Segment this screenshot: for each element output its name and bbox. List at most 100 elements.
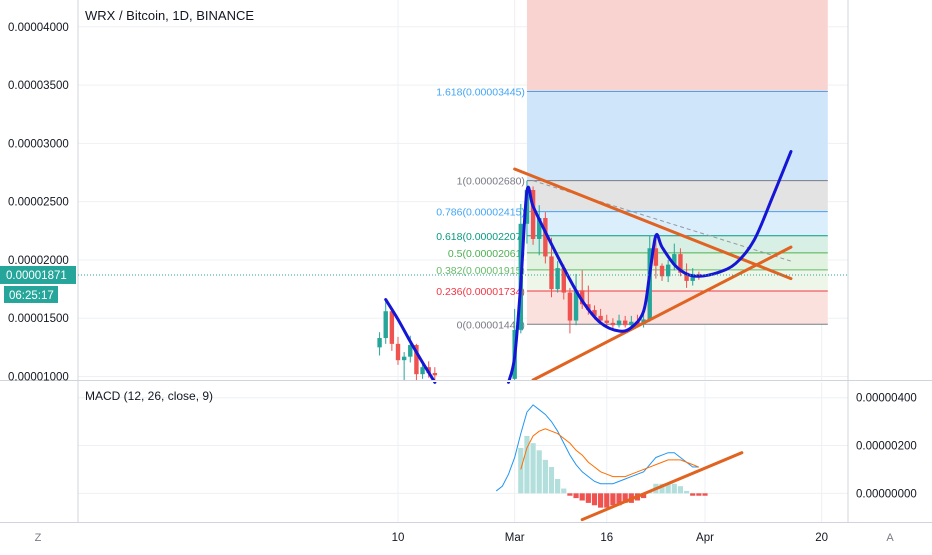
macd-histogram-bar [579,493,585,501]
price-tick-label: 0.00003500 [8,80,69,92]
candle-body [408,345,413,357]
macd-histogram-bar [567,493,573,496]
fib-level-label: 0.618(0.00002207) [436,231,525,243]
candle-body [377,338,382,348]
cup-handle-curve [507,150,793,384]
candle-body [401,356,407,361]
macd-histogram-bar [665,483,671,494]
candle-body [592,310,597,316]
candle-body [598,315,603,321]
price-tick-label: 0.00002000 [8,255,69,267]
macd-tick-label: 0.00000000 [856,488,917,500]
candle-body [665,264,671,277]
fib-level-label: 1(0.00002680) [457,176,525,188]
macd-histogram-bar [641,493,647,499]
macd-histogram-bar [610,493,616,506]
macd-tick-label: 0.00000200 [856,441,917,453]
macd-histogram-bar [518,447,524,494]
fib-level-label: 0.382(0.00001915) [436,265,525,277]
macd-histogram-bar [616,493,622,506]
candle-body [414,345,419,375]
macd-histogram-bar [548,467,555,494]
candle-body [530,190,536,239]
candle-body [629,321,634,326]
macd-histogram-bar [530,443,536,494]
time-tick-label: 20 [815,532,828,544]
trendline [531,245,793,382]
fib-level-label: 0.236(0.00001734) [436,286,525,298]
candle-body [549,256,554,290]
candle-body [420,367,425,375]
macd-histogram-bar [573,493,579,499]
fib-zone [526,211,828,236]
candle-body [696,273,702,276]
candle-body [543,217,548,257]
last-price-tag [0,265,76,284]
fib-level-label: 0.786(0.00002415) [436,207,525,219]
price-tick-label: 0.00001000 [8,372,69,384]
macd-tick-label: 0.00000400 [856,393,917,405]
macd-line [495,404,699,492]
macd-signal-line [520,428,700,478]
time-tick-label: 16 [600,532,613,544]
candle-body [672,254,677,265]
candle-body [561,268,566,293]
price-tick-label: 0.00002500 [8,197,69,209]
candle-body [389,311,395,344]
last-price-value: 0.00001871 [6,270,67,282]
fib-zone [526,0,828,92]
candle-body [573,290,579,321]
macd-histogram-bar [683,490,690,494]
macd-histogram-bar [659,483,665,494]
macd-histogram-bar [536,450,542,494]
candle-body [616,320,622,326]
chart-title: WRX / Bitcoin, 1D, BINANCE [85,8,254,23]
macd-histogram-bar [702,493,708,496]
time-tick-label: 10 [392,532,405,544]
scale-toggle-left[interactable]: Z [35,532,42,544]
candle-body [383,311,388,339]
countdown-tag [4,285,58,303]
candle-body [610,322,616,326]
macd-trendline [580,451,744,522]
macd-histogram-bar [671,483,677,494]
fib-zone [526,269,828,291]
candle-body [432,373,438,376]
macd-histogram-bar [524,435,530,494]
scale-z-label: Z [35,532,42,544]
candle-body [537,217,542,239]
candle-body [622,320,628,326]
fib-zone [526,180,828,212]
macd-histogram-bar [561,488,567,494]
auto-scale-button[interactable]: A [886,532,894,544]
candle-body [395,343,401,361]
macd-histogram-bar [555,478,561,494]
scale-a-label: A [886,532,894,544]
price-tick-label: 0.00004000 [8,22,69,34]
macd-title: MACD (12, 26, close, 9) [85,389,213,403]
macd-histogram-bar [677,486,684,494]
candle-body [580,290,585,305]
macd-histogram-bar [542,459,548,494]
fib-zone [526,91,828,181]
candle-body [659,265,665,277]
macd-histogram-bar [591,493,598,506]
time-tick-label: Apr [696,532,714,544]
time-tick-label: Mar [505,532,525,544]
trendline [513,167,793,281]
candle-body [555,268,560,290]
price-tick-label: 0.00003000 [8,138,69,150]
candle-body [690,273,695,281]
fib-level-label: 0.5(0.00002061) [448,248,525,260]
macd-histogram-bar [604,493,610,508]
countdown-value: 06:25:17 [9,290,54,302]
candle-body [678,254,683,273]
fib-level-label: 0(0.00001448) [457,319,525,331]
macd-histogram-bar [585,493,591,503]
macd-histogram-bar [598,493,604,508]
fib-level-label: 1.618(0.00003445) [436,87,525,99]
candle-body [684,272,689,281]
price-tick-label: 0.00001500 [8,313,69,325]
